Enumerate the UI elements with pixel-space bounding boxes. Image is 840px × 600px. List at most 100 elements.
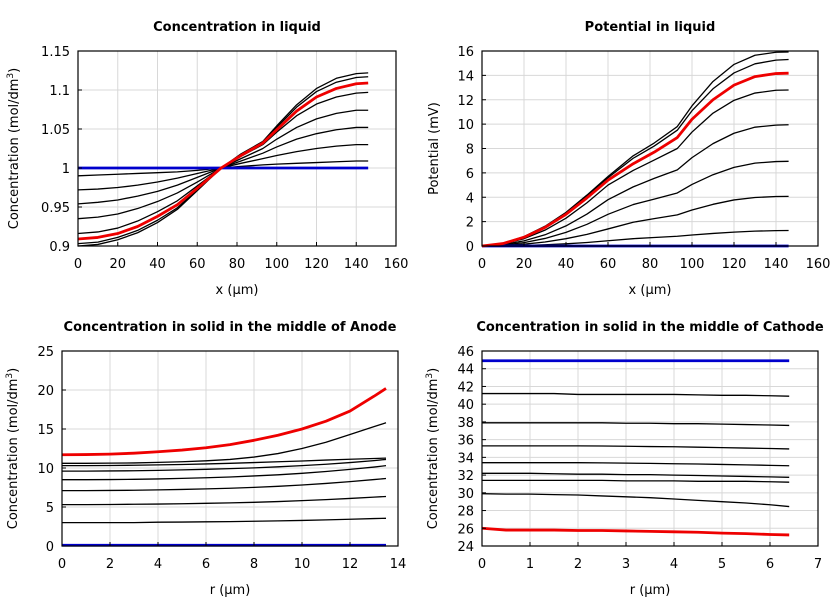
y-axis-label: Concentration (mol/dm3)	[425, 368, 441, 530]
series-line-t1	[62, 517, 387, 524]
x-tick-label: 160	[384, 257, 409, 272]
series-line-t5	[482, 89, 789, 247]
y-tick-label: 1	[62, 162, 70, 177]
x-tick-label: 0	[58, 557, 66, 572]
y-tick-label: 0	[46, 540, 54, 555]
y-tick-label: 15	[37, 423, 54, 438]
y-tick-label: 25	[37, 345, 54, 360]
y-tick-label: 42	[457, 380, 474, 395]
x-tick-label: 140	[344, 257, 369, 272]
series-line-t2	[78, 143, 369, 191]
series-line-t6	[62, 457, 387, 467]
series-line-t8-final-	[62, 387, 387, 457]
x-tick-label: 6	[766, 557, 774, 572]
chart-title: Concentration in solid in the middle of …	[64, 320, 397, 335]
x-tick-label: 8	[250, 557, 258, 572]
y-tick-label: 16	[457, 45, 474, 60]
series-line-t5	[482, 472, 790, 478]
y-tick-label: 20	[37, 384, 54, 399]
x-axis-label: x (µm)	[629, 283, 672, 298]
series-line-t3	[78, 126, 369, 205]
x-tick-label: 40	[149, 257, 166, 272]
series-line-t8-final-	[482, 526, 790, 537]
y-tick-label: 1.1	[49, 84, 70, 99]
series-group	[62, 387, 387, 547]
x-tick-label: 6	[202, 557, 210, 572]
x-tick-label: 60	[189, 257, 206, 272]
y-axis-label-tail: )	[426, 368, 441, 373]
y-tick-label: 6	[466, 167, 474, 182]
series-line-t3	[482, 160, 789, 247]
x-tick-label: 14	[390, 557, 407, 572]
x-tick-label: 2	[574, 557, 582, 572]
y-axis-label-text: Potential (mV)	[427, 102, 442, 195]
series-line-t6-final-	[482, 71, 789, 248]
series-line-t6	[482, 479, 790, 483]
x-tick-label: 160	[806, 257, 831, 272]
series-line-t4	[482, 124, 789, 247]
y-axis-label: Potential (mV)	[427, 102, 442, 195]
x-tick-label: 120	[304, 257, 329, 272]
y-axis-label-text: Concentration (mol/dm	[426, 379, 441, 530]
y-tick-label: 0	[466, 240, 474, 255]
cathode-solid-concentration-chart: 0 1 2 3 4 5 6 7242628303234363840424446Concentr…	[425, 320, 824, 598]
series-line-t2	[62, 495, 387, 506]
series-line-t4	[78, 109, 369, 220]
y-tick-label: 8	[466, 143, 474, 158]
y-tick-label: 5	[46, 501, 54, 516]
y-axis-label-superscript: 3	[6, 73, 16, 79]
y-axis-label: Concentration (mol/dm3)	[5, 368, 21, 530]
y-axis-label-superscript: 3	[425, 373, 435, 379]
series-line-t3	[62, 477, 387, 492]
x-tick-label: 1	[526, 557, 534, 572]
y-tick-label: 1.05	[41, 123, 70, 138]
x-tick-label: 20	[516, 257, 533, 272]
y-tick-label: 40	[457, 398, 474, 413]
y-tick-label: 1.15	[41, 45, 70, 60]
y-tick-label: 2	[466, 216, 474, 231]
y-axis-label-superscript: 3	[5, 373, 15, 379]
y-tick-label: 46	[457, 345, 474, 360]
x-tick-label: 80	[229, 257, 246, 272]
x-tick-label: 60	[600, 257, 617, 272]
series-line-t5	[62, 458, 387, 472]
x-tick-label: 4	[154, 557, 162, 572]
x-tick-label: 0	[478, 557, 486, 572]
plot-frame	[481, 350, 819, 547]
x-tick-label: 10	[294, 557, 311, 572]
x-tick-label: 2	[106, 557, 114, 572]
y-tick-label: 36	[457, 434, 474, 449]
y-tick-label: 14	[457, 69, 474, 84]
x-tick-label: 100	[264, 257, 289, 272]
liquid-potential-chart: 0 20 40 60 80 100 120 140 160 0 2 4 6 8 10 12 14 16 Potent…	[427, 20, 830, 298]
chart-title: Concentration in solid in the middle of …	[476, 320, 824, 335]
series-line-t4	[62, 465, 387, 481]
y-tick-label: 38	[457, 416, 474, 431]
y-tick-label: 32	[457, 469, 474, 484]
anode-solid-concentration-chart: 0 2 4 6 8 10 12 14 0 5 10 15 20 25 Concentration in so…	[5, 320, 406, 598]
y-axis-label-tail: )	[6, 368, 21, 373]
plot-frame	[61, 350, 399, 547]
series-line-t7	[482, 58, 789, 247]
series-line-t1	[482, 392, 790, 397]
y-axis-label-text: Concentration (mol/dm	[6, 379, 21, 530]
y-axis-label-text: Concentration (mol/dm	[7, 79, 22, 230]
x-tick-label: 0	[74, 257, 82, 272]
x-tick-label: 40	[558, 257, 575, 272]
x-axis-label: r (µm)	[630, 583, 671, 598]
x-axis-label: r (µm)	[210, 583, 251, 598]
x-tick-label: 20	[109, 257, 126, 272]
y-tick-label: 12	[457, 94, 474, 109]
series-line-t2	[482, 422, 790, 427]
x-tick-label: 12	[342, 557, 359, 572]
chart-title: Potential in liquid	[585, 20, 716, 35]
y-axis-label-tail: )	[7, 68, 22, 73]
y-axis-label: Concentration (mol/dm3)	[6, 68, 22, 230]
series-group	[78, 72, 369, 247]
y-tick-label: 30	[457, 487, 474, 502]
series-line-t7	[62, 422, 387, 464]
x-tick-label: 80	[642, 257, 659, 272]
y-tick-label: 10	[457, 118, 474, 133]
x-tick-label: 5	[718, 557, 726, 572]
series-line-t8	[78, 72, 369, 247]
